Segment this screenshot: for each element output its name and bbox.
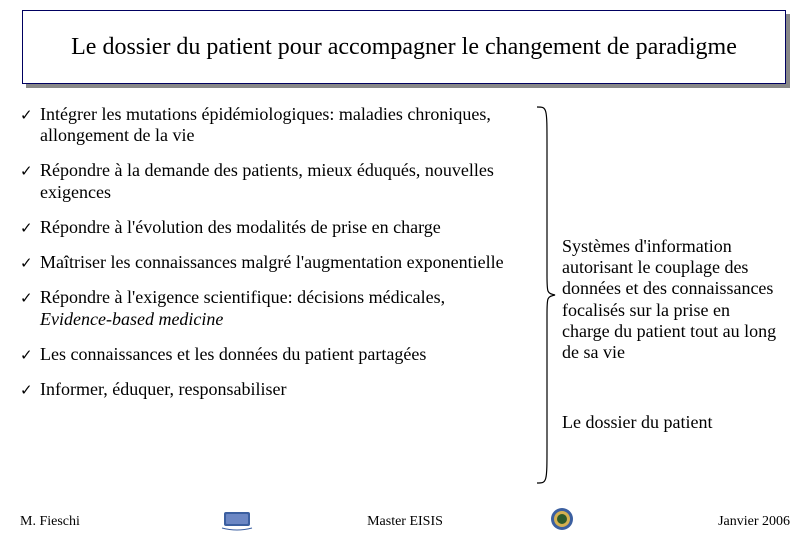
bullet-text: Répondre à l'évolution des modalités de …	[40, 217, 441, 238]
bullet-item: ✓Maîtriser les connaissances malgré l'au…	[20, 252, 520, 273]
curly-brace	[533, 105, 557, 485]
bullet-text: Répondre à l'exigence scientifique: déci…	[40, 287, 520, 329]
footer: M. Fieschi Master EISIS Janvier 2006	[20, 506, 790, 532]
bullet-item: ✓Répondre à l'exigence scientifique: déc…	[20, 287, 520, 329]
side-block-2: Le dossier du patient	[562, 412, 782, 433]
bullet-text: Intégrer les mutations épidémiologiques:…	[40, 104, 520, 146]
logo-2-icon	[545, 506, 579, 532]
bullet-list: ✓Intégrer les mutations épidémiologiques…	[20, 104, 520, 414]
checkmark-icon: ✓	[20, 287, 40, 308]
bullet-text: Répondre à la demande des patients, mieu…	[40, 160, 520, 202]
checkmark-icon: ✓	[20, 252, 40, 273]
bullet-item: ✓ Informer, éduquer, responsabiliser	[20, 379, 520, 400]
bullet-item: ✓Répondre à l'évolution des modalités de…	[20, 217, 520, 238]
checkmark-icon: ✓	[20, 344, 40, 365]
footer-program: Master EISIS	[367, 514, 443, 530]
checkmark-icon: ✓	[20, 217, 40, 238]
bullet-text: Informer, éduquer, responsabiliser	[40, 379, 286, 400]
bullet-item: ✓Les connaissances et les données du pat…	[20, 344, 520, 365]
bullet-text: Maîtriser les connaissances malgré l'aug…	[40, 252, 504, 273]
bullet-item: ✓Intégrer les mutations épidémiologiques…	[20, 104, 520, 146]
checkmark-icon: ✓	[20, 160, 40, 181]
side-block-1: Systèmes d'information autorisant le cou…	[562, 236, 782, 363]
footer-author: M. Fieschi	[20, 514, 80, 530]
title-box: Le dossier du patient pour accompagner l…	[22, 10, 786, 84]
logo-1-icon	[220, 506, 254, 532]
page-title: Le dossier du patient pour accompagner l…	[71, 33, 737, 62]
bullet-item: ✓Répondre à la demande des patients, mie…	[20, 160, 520, 202]
checkmark-icon: ✓	[20, 379, 40, 400]
bullet-text: Les connaissances et les données du pati…	[40, 344, 426, 365]
checkmark-icon: ✓	[20, 104, 40, 125]
footer-date: Janvier 2006	[718, 514, 790, 530]
